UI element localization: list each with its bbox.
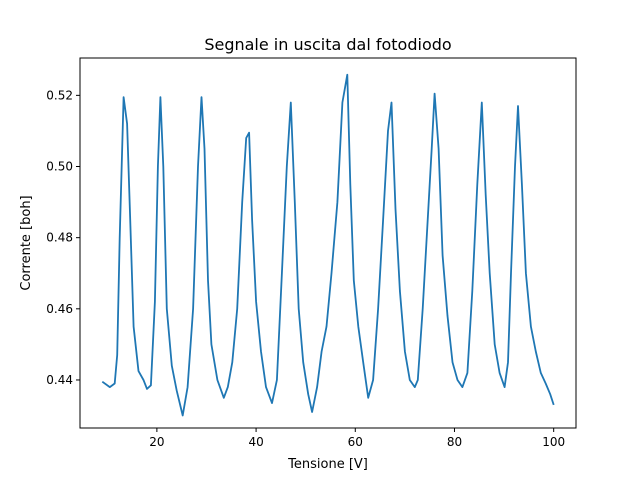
y-tick-label: 0.44 — [46, 373, 73, 387]
plot-area — [80, 58, 576, 428]
x-tick-label: 20 — [149, 435, 164, 449]
x-tick-label: 100 — [542, 435, 565, 449]
chart-title: Segnale in uscita dal fotodiodo — [204, 35, 451, 54]
x-tick-label: 80 — [447, 435, 462, 449]
series-line — [101, 73, 555, 417]
y-axis-label: Corrente [boh] — [19, 195, 34, 290]
y-tick-label: 0.50 — [46, 160, 73, 174]
x-axis-ticks: 20 40 60 80 100 — [149, 428, 565, 449]
series-layer — [101, 73, 555, 417]
x-tick-label: 40 — [248, 435, 263, 449]
y-tick-label: 0.46 — [46, 302, 73, 316]
x-axis-label: Tensione [V] — [287, 457, 368, 472]
y-tick-label: 0.48 — [46, 231, 73, 245]
x-tick-label: 60 — [348, 435, 363, 449]
y-axis-ticks: 0.44 0.46 0.48 0.50 0.52 — [46, 88, 80, 387]
plot-frame — [79, 57, 577, 429]
y-tick-label: 0.52 — [46, 88, 73, 102]
